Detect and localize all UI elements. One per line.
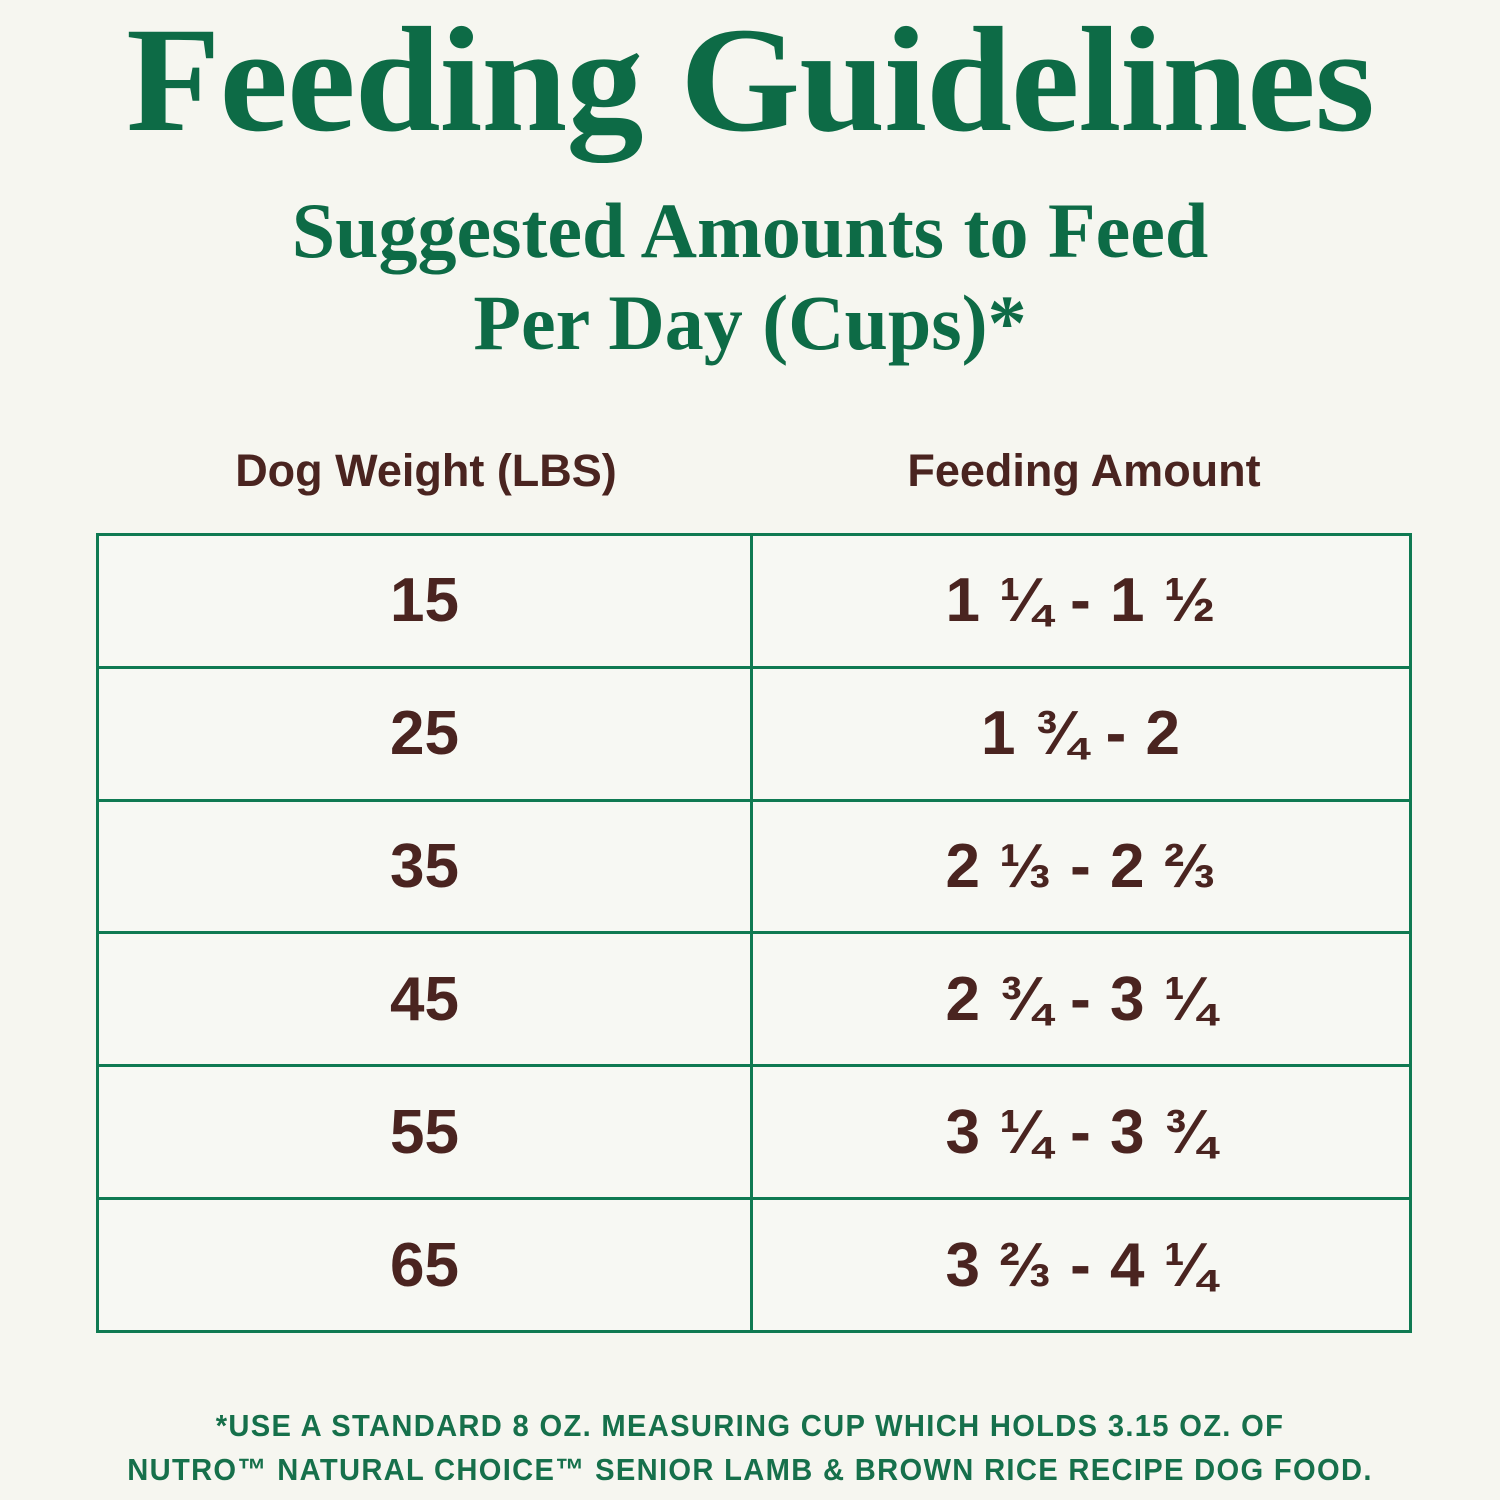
cell-feeding-amount: 2 ⅓ - 2 ⅔ xyxy=(945,832,1217,902)
table-row: 35 2 ⅓ - 2 ⅔ xyxy=(99,801,1409,935)
cell-dog-weight: 35 xyxy=(99,801,753,932)
cell-feeding-amount: 2 ¾ - 3 ¼ xyxy=(945,964,1217,1034)
footnote-line-1: *USE A STANDARD 8 OZ. MEASURING CUP WHIC… xyxy=(215,1408,1285,1443)
cell-dog-weight: 15 xyxy=(99,536,753,666)
page-title: Feeding Guidelines xyxy=(126,0,1375,163)
cell-dog-weight: 55 xyxy=(99,1067,753,1198)
table-row: 45 2 ¾ - 3 ¼ xyxy=(99,934,1409,1068)
footnote: *USE A STANDARD 8 OZ. MEASURING CUP WHIC… xyxy=(45,1404,1455,1492)
cell-feeding-amount: 3 ¼ - 3 ¾ xyxy=(945,1097,1217,1167)
footnote-line-2: NUTRO™ NATURAL CHOICE™ SENIOR LAMB & BRO… xyxy=(127,1452,1373,1488)
cell-dog-weight: 65 xyxy=(99,1200,753,1330)
column-header-dog-weight: Dog Weight (LBS) xyxy=(235,445,617,496)
cell-dog-weight: 45 xyxy=(99,934,753,1065)
page-subtitle: Suggested Amounts to Feed Per Day (Cups)… xyxy=(0,185,1500,369)
subtitle-line-1: Suggested Amounts to Feed xyxy=(291,187,1209,274)
cell-dog-weight: 25 xyxy=(99,668,753,799)
cell-feeding-amount: 1 ¼ - 1 ½ xyxy=(945,566,1217,636)
table-row: 65 3 ⅔ - 4 ¼ xyxy=(99,1200,1409,1330)
table-row: 15 1 ¼ - 1 ½ xyxy=(99,536,1409,669)
column-header-feeding-amount: Feeding Amount xyxy=(907,445,1261,496)
subtitle-line-2: Per Day (Cups)* xyxy=(473,279,1027,367)
header-block: Feeding Guidelines Suggested Amounts to … xyxy=(0,0,1500,369)
feeding-table: 15 1 ¼ - 1 ½ 25 1 ¾ - 2 35 2 ⅓ - 2 ⅔ 45 … xyxy=(96,533,1412,1333)
table-row: 55 3 ¼ - 3 ¾ xyxy=(99,1067,1409,1201)
table-row: 25 1 ¾ - 2 xyxy=(99,668,1409,802)
table-column-headers: Dog Weight (LBS) Feeding Amount xyxy=(96,448,1412,493)
cell-feeding-amount: 1 ¾ - 2 xyxy=(981,699,1181,769)
cell-feeding-amount: 3 ⅔ - 4 ¼ xyxy=(945,1230,1217,1300)
